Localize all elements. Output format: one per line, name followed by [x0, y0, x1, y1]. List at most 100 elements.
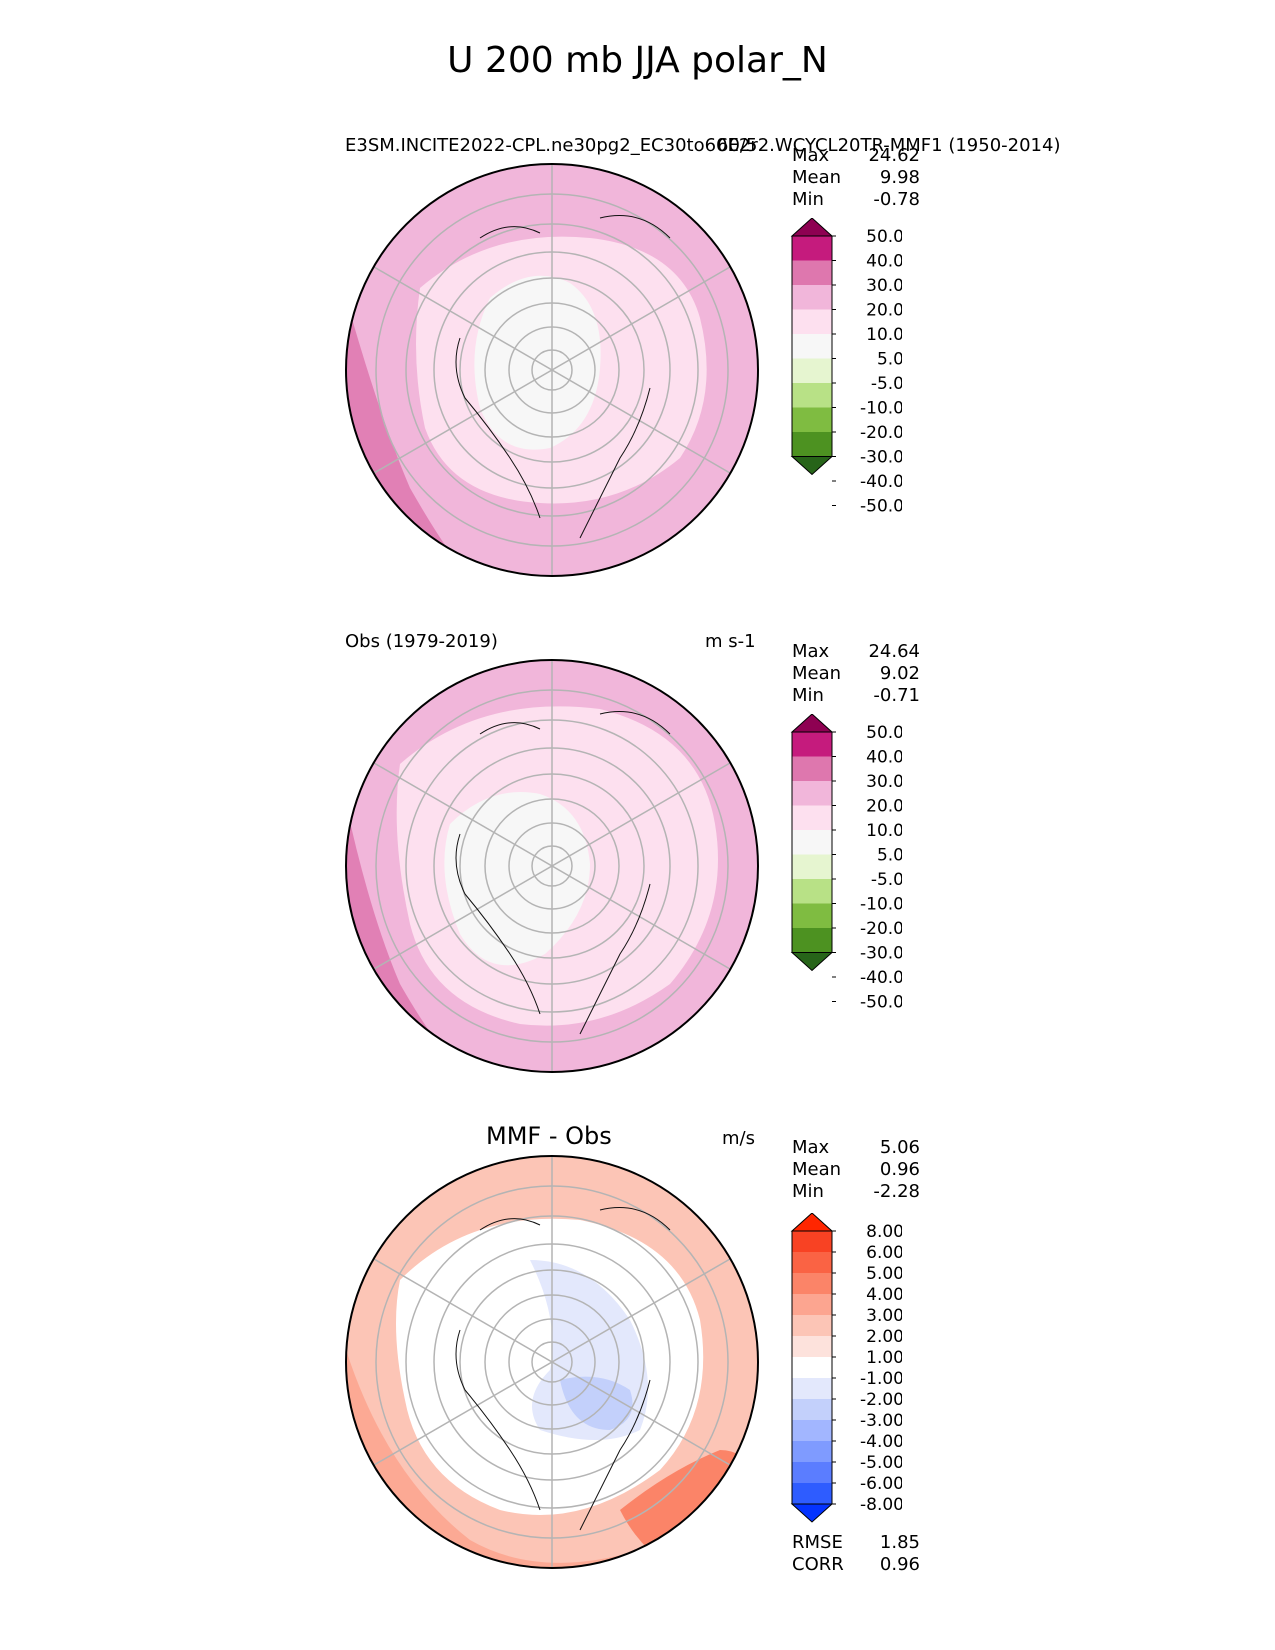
colorbar-tick-label: 5.00 [866, 1264, 902, 1284]
colorbar-tick-label: 50.0 [866, 227, 902, 247]
colorbar-segment [792, 756, 832, 782]
colorbar-tick-label: 20.0 [866, 797, 902, 817]
colorbar-extension-max [790, 218, 834, 237]
colorbar-segment [792, 781, 832, 806]
stat-label: Min [792, 685, 824, 706]
colorbar-segment [792, 334, 832, 359]
colorbar-segment [792, 1462, 832, 1484]
colorbar-segment [792, 805, 832, 831]
neutral-region [396, 1218, 704, 1515]
colorbar-tick-label: -40.0 [860, 968, 902, 988]
colorbar-segment [792, 383, 832, 408]
colorbar-segment [792, 432, 832, 457]
panel3-center-title: MMF - Obs [486, 1122, 612, 1150]
colorbar-segment [792, 236, 832, 261]
coastlines [455, 711, 671, 1035]
colorbar-segment [792, 1483, 832, 1505]
colorbar-tick-label: 6.00 [866, 1243, 902, 1263]
stat-label: Min [792, 1181, 824, 1202]
colorbar-tick-label: -2.00 [860, 1390, 902, 1410]
colorbar-tick-label: 30.0 [866, 772, 902, 792]
coastlines [455, 1207, 671, 1531]
stat-label: Max [792, 641, 830, 662]
colorbar-tick-label: 50.0 [866, 723, 902, 743]
colorbar-segment [792, 1231, 832, 1253]
colorbar-segment [792, 1357, 832, 1379]
colorbar-frame [791, 1230, 833, 1505]
colorbar-tick-label: -5.0 [871, 870, 902, 890]
colorbar-segment [792, 1315, 832, 1337]
colorbar-tick-label: 10.0 [866, 821, 902, 841]
stat-value: 5.06 [879, 1137, 920, 1158]
colorbar-tick-label: -6.00 [860, 1474, 902, 1494]
map-boundary [345, 163, 759, 577]
stat-label: Max [792, 1137, 830, 1158]
colorbar-tick-label: -50.0 [860, 993, 902, 1013]
colorbar-tick-label: -10.0 [860, 895, 902, 915]
colorbar-extension-min [790, 1503, 834, 1523]
colorbar-segment [792, 1336, 832, 1358]
stat-value: 1.85 [879, 1532, 920, 1553]
colorbar-segment [792, 1420, 832, 1442]
colorbar-extension-min [790, 952, 834, 972]
colorbar-tick-label: -40.0 [860, 472, 902, 492]
colorbar-frame [791, 731, 833, 953]
colorbar-segment [792, 732, 832, 757]
colorbar-tick-label: -10.0 [860, 399, 902, 419]
stat-label: Mean [792, 663, 842, 684]
colorbar-tick-label: -4.00 [860, 1432, 902, 1452]
colorbar-tick-label: 5.0 [877, 350, 902, 370]
coastlines [455, 215, 671, 539]
stat-value: 0.96 [879, 1554, 920, 1575]
colorbar-segment [792, 309, 832, 335]
colorbar-tick-label: -1.00 [860, 1369, 902, 1389]
panel3-polar-map [345, 1155, 759, 1569]
panel1-right-title: 60/5 [717, 135, 758, 156]
panel1-colorbar: -50.0 -40.0 -30.0 -20.0 -10.0 -5.0 5.0 10.0 20.0… [790, 218, 902, 517]
colorbar-segment [792, 830, 832, 855]
colorbar-segment [792, 358, 832, 384]
panel2-polar-map [345, 659, 759, 1073]
colorbar-segment [792, 1294, 832, 1316]
stat-value: 0.96 [879, 1159, 920, 1180]
colorbar-segment [792, 903, 832, 929]
graticule [373, 660, 731, 1072]
panel1-stats: Max 24.62 Mean 9.98 Min -0.78 [792, 145, 920, 211]
panel2-right-title: m s-1 [705, 631, 756, 652]
colorbar-tick-label: -20.0 [860, 423, 902, 443]
panel2-left-title: Obs (1979-2019) [345, 631, 498, 652]
map-boundary [345, 1155, 759, 1569]
colorbar-tick-label: -50.0 [860, 497, 902, 517]
colorbar-tick-label: -8.00 [860, 1495, 902, 1515]
colorbar-tick-label: 8.00 [866, 1222, 902, 1242]
colorbar-segment [792, 854, 832, 880]
panel3-extra-stats: RMSE 1.85 CORR 0.96 [792, 1532, 920, 1576]
colorbar-tick-label: 30.0 [866, 276, 902, 296]
colorbar-segment [792, 1252, 832, 1274]
stat-label: Min [792, 189, 824, 210]
colorbar-tick-label: -5.00 [860, 1453, 902, 1473]
colorbar-tick-label: -3.00 [860, 1411, 902, 1431]
colorbar-tick-label: -5.0 [871, 374, 902, 394]
stat-value: 9.02 [879, 663, 920, 684]
colorbar-tick-label: -20.0 [860, 919, 902, 939]
colorbar-tick-label: -30.0 [860, 448, 902, 468]
stat-value: 24.62 [868, 145, 920, 166]
stat-value: 24.64 [868, 641, 920, 662]
stat-label: RMSE [792, 1532, 843, 1553]
colorbar-tick-label: 5.0 [877, 846, 902, 866]
colorbar-tick-label: 1.00 [866, 1348, 902, 1368]
graticule [373, 1156, 731, 1568]
panel3-colorbar: -8.00-6.00-5.00-4.00-3.00-2.00-1.001.002… [790, 1213, 902, 1523]
colorbar-tick-label: 40.0 [866, 748, 902, 768]
panel1-polar-map [345, 163, 759, 577]
graticule [373, 164, 731, 576]
colorbar-frame [791, 235, 833, 457]
colorbar-segment [792, 260, 832, 286]
colorbar-tick-label: 10.0 [866, 325, 902, 345]
stat-value: -0.78 [873, 189, 920, 210]
panel2-colorbar: -50.0 -40.0 -30.0 -20.0 -10.0 -5.0 5.0 10.0 20.0… [790, 714, 902, 1013]
stat-label: Mean [792, 167, 842, 188]
colorbar-tick-label: 3.00 [866, 1306, 902, 1326]
colorbar-tick-label: -30.0 [860, 944, 902, 964]
